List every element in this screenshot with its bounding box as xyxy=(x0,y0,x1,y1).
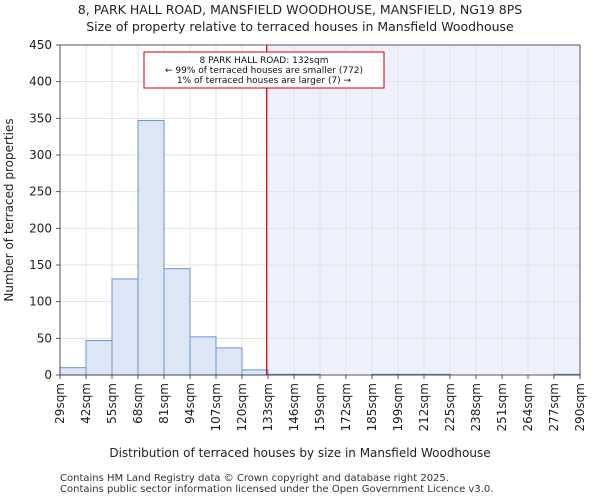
bar xyxy=(215,347,243,376)
bar xyxy=(241,369,269,376)
chart-subtitle: Size of property relative to terraced ho… xyxy=(86,19,514,34)
bar xyxy=(163,268,191,376)
bar xyxy=(189,336,217,376)
x-tick-label: 185sqm xyxy=(365,383,379,431)
x-tick-label: 94sqm xyxy=(183,383,197,424)
bar xyxy=(111,278,139,376)
x-tick-label: 251sqm xyxy=(495,383,509,431)
bar xyxy=(59,367,87,376)
bar xyxy=(85,340,113,376)
footer-line1: Contains HM Land Registry data © Crown c… xyxy=(60,473,449,484)
x-tick-label: 29sqm xyxy=(53,383,67,424)
x-tick-label: 55sqm xyxy=(105,383,119,424)
chart-title: 8, PARK HALL ROAD, MANSFIELD WOODHOUSE, … xyxy=(77,2,523,17)
y-tick-label: 150 xyxy=(29,258,52,272)
y-tick-label: 300 xyxy=(29,148,52,162)
bar xyxy=(137,120,165,376)
footer-line2: Contains public sector information licen… xyxy=(60,484,494,495)
x-tick-label: 42sqm xyxy=(79,383,93,424)
highlight-region xyxy=(266,45,580,375)
x-tick-label: 225sqm xyxy=(443,383,457,431)
y-tick-label: 450 xyxy=(29,38,52,52)
x-tick-label: 212sqm xyxy=(417,383,431,431)
y-tick-label: 50 xyxy=(37,331,52,345)
x-tick-label: 277sqm xyxy=(547,383,561,431)
x-tick-label: 264sqm xyxy=(521,383,535,431)
annotation-box xyxy=(143,51,385,89)
x-tick-label: 133sqm xyxy=(261,383,275,431)
x-tick-label: 159sqm xyxy=(313,383,327,431)
y-tick-label: 100 xyxy=(29,295,52,309)
x-tick-label: 146sqm xyxy=(287,383,301,431)
x-tick-label: 199sqm xyxy=(391,383,405,431)
x-tick-label: 290sqm xyxy=(573,383,587,431)
x-tick-label: 81sqm xyxy=(157,383,171,424)
x-tick-label: 120sqm xyxy=(235,383,249,431)
x-tick-label: 238sqm xyxy=(469,383,483,431)
x-axis-label: Distribution of terraced houses by size … xyxy=(109,446,490,460)
y-tick-label: 200 xyxy=(29,221,52,235)
y-tick-label: 250 xyxy=(29,185,52,199)
annotation-line3: 1% of terraced houses are larger (7) → xyxy=(177,76,352,86)
y-tick-label: 0 xyxy=(44,368,52,382)
x-tick-label: 172sqm xyxy=(339,383,353,431)
annotation-line1: 8 PARK HALL ROAD: 132sqm xyxy=(200,56,329,66)
y-axis-label: Number of terraced properties xyxy=(2,118,16,301)
x-tick-label: 107sqm xyxy=(209,383,223,431)
annotation-line2: ← 99% of terraced houses are smaller (77… xyxy=(165,66,363,76)
y-tick-label: 350 xyxy=(29,111,52,125)
y-tick-label: 400 xyxy=(29,75,52,89)
x-tick-label: 68sqm xyxy=(131,383,145,424)
